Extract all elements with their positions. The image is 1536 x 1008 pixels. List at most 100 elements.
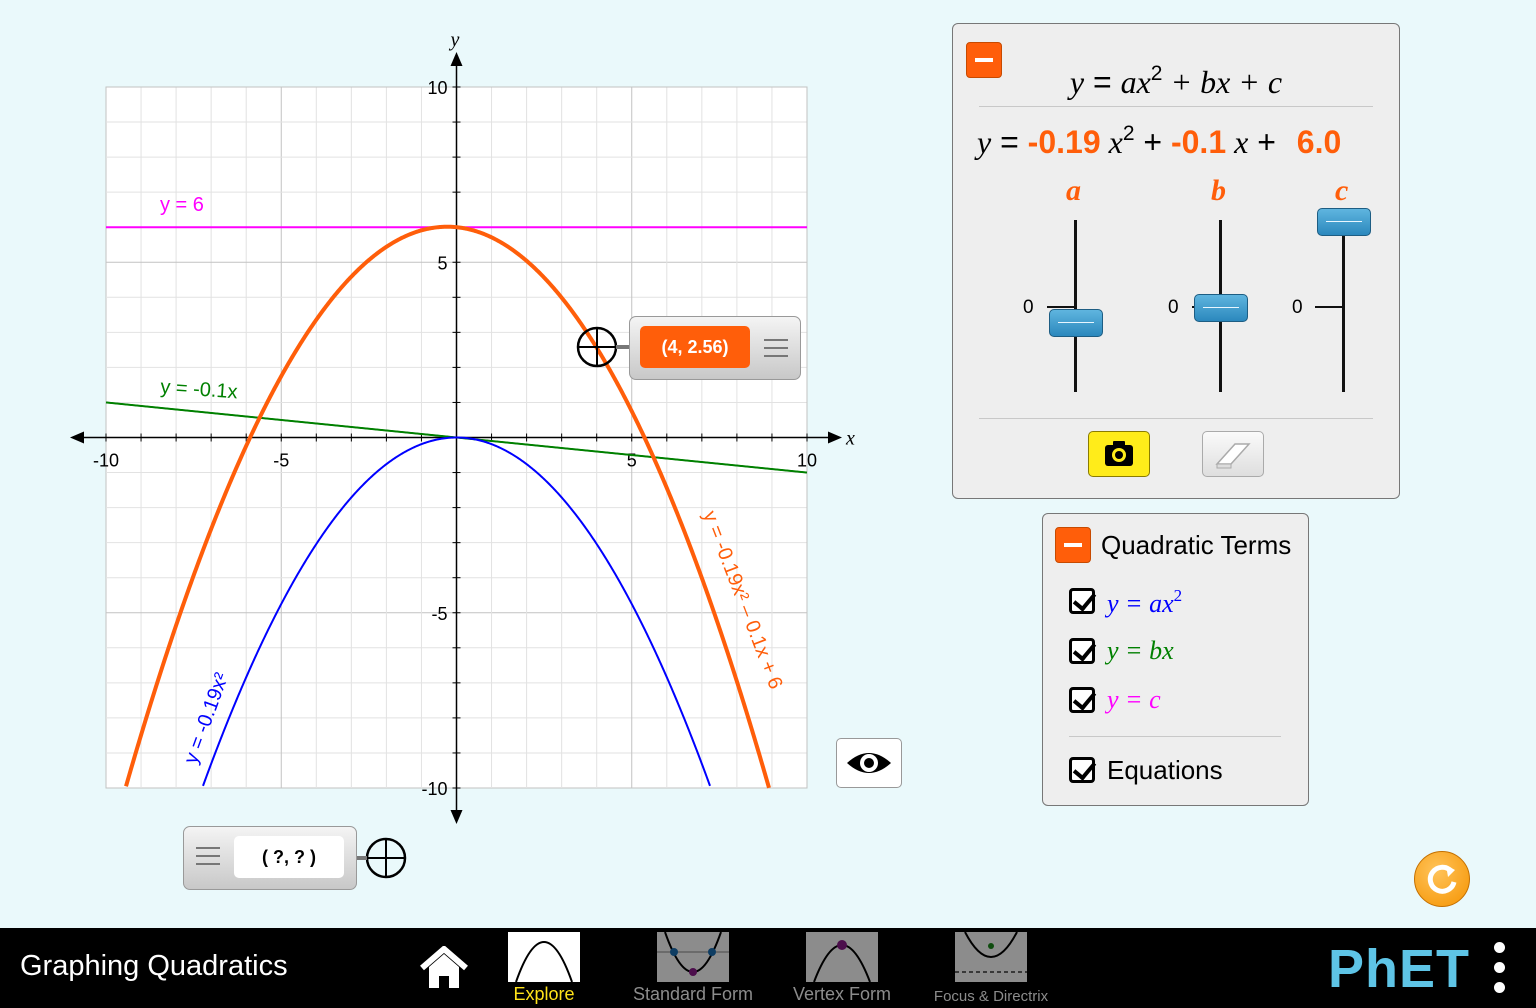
eye-toggle-button[interactable] (836, 738, 902, 788)
x-tick-label: 5 (627, 451, 637, 471)
grip-line (764, 339, 788, 341)
tab-explore-label: Explore (513, 984, 575, 1004)
point-tool-2-crosshair[interactable] (355, 837, 407, 879)
grip-line (764, 355, 788, 357)
y-axis-arrow-up (450, 52, 463, 66)
checkbox[interactable] (1069, 588, 1095, 614)
grip-line (196, 863, 220, 865)
point-tool-crosshair[interactable] (576, 326, 630, 368)
phet-logo[interactable]: PhET (1328, 939, 1471, 999)
tab-focus-directrix[interactable]: Focus & Directrix (916, 928, 1066, 1008)
slider-c-thumb[interactable] (1317, 208, 1371, 236)
eq-exp: 2 (1150, 62, 1163, 85)
slider-a-label: a (1066, 174, 1081, 207)
reset-icon (1427, 864, 1457, 894)
slider-b-thumb[interactable] (1194, 294, 1248, 322)
term-label-bx: y = bx (1107, 636, 1174, 665)
equation-panel: y = ax2 + bx + c y = -0.19 x2 + -0.1 x +… (952, 23, 1400, 499)
quadratic-term-curve (202, 436, 711, 787)
x-axis-arrow-right (828, 431, 842, 444)
curve-label-constant: y = 6 (160, 194, 204, 216)
grip-line (764, 347, 788, 349)
live-equals: = (991, 124, 1028, 160)
slider-a-zero-tick (1047, 306, 1075, 308)
tab-focus-directrix-label: Focus & Directrix (933, 988, 1049, 1005)
eye-icon (847, 753, 891, 773)
slider-a-zero-label: 0 (1023, 297, 1034, 318)
slider-a-thumb[interactable] (1049, 309, 1103, 337)
x-axis-arrow-left (70, 431, 84, 444)
checkbox[interactable] (1069, 687, 1095, 713)
live-exp: 2 (1122, 122, 1135, 145)
slider-c-zero-tick (1315, 306, 1343, 308)
slider-c-track[interactable] (1342, 220, 1345, 392)
curves (105, 224, 808, 789)
y-tick-label: -10 (421, 779, 447, 799)
reset-all-button[interactable] (1414, 851, 1470, 907)
slider-b-zero-label: 0 (1168, 297, 1179, 318)
menu-dot-icon (1494, 982, 1505, 993)
home-button[interactable] (418, 945, 470, 990)
quadratic-curve (124, 224, 771, 789)
live-c-value: 6.0 (1296, 124, 1342, 160)
phet-menu-button[interactable] (1494, 942, 1508, 994)
x-tick-label: -5 (273, 451, 289, 471)
equation-panel-collapse-button[interactable] (966, 42, 1002, 78)
explore-parabola-icon (508, 932, 580, 982)
live-x1: x (1100, 124, 1123, 160)
tab-explore[interactable]: Explore (469, 928, 619, 1008)
grip-line (196, 855, 220, 857)
live-y: y (977, 124, 992, 160)
point-tool-2-value: ( ?, ? ) (234, 836, 344, 878)
tab-vertex-form-label: Vertex Form (792, 984, 892, 1004)
live-x2: x (1226, 124, 1249, 160)
menu-dot-icon (1494, 962, 1505, 973)
live-b-value: -0.1 (1170, 124, 1227, 160)
live-plus1: + (1134, 124, 1171, 160)
slider-b-label: b (1211, 174, 1226, 207)
eraser-icon (1215, 443, 1251, 469)
eq-rest: + bx + c (1162, 64, 1283, 100)
checkbox[interactable] (1069, 757, 1095, 783)
tab-vertex-form[interactable]: Vertex Form (767, 928, 917, 1008)
tab-standard-form[interactable]: Standard Form (618, 928, 768, 1008)
live-equation: y = -0.19 x2 + -0.1 x + 6.0 (977, 122, 1341, 161)
y-axis-label: y (449, 29, 460, 51)
slider-c-label: c (1335, 174, 1349, 207)
divider (1069, 736, 1281, 737)
camera-icon (1105, 441, 1133, 466)
point-tool[interactable]: (4, 2.56) (629, 316, 801, 380)
menu-dot-icon (1494, 942, 1505, 953)
grip-line (196, 847, 220, 849)
erase-curves-button[interactable] (1202, 431, 1264, 477)
save-curve-button[interactable] (1088, 431, 1150, 477)
terms-panel-collapse-button[interactable] (1055, 527, 1091, 563)
home-icon (420, 945, 468, 988)
x-tick-label: -10 (93, 451, 119, 471)
checkbox[interactable] (1069, 638, 1095, 664)
tab-standard-form-label: Standard Form (632, 984, 754, 1004)
live-plus2: + (1248, 124, 1285, 160)
slider-a-track[interactable] (1074, 220, 1077, 392)
term-label-ax2: y = ax2 (1107, 586, 1183, 618)
x-axis-label: x (845, 428, 855, 450)
divider (979, 418, 1373, 419)
eq-ax: ax (1120, 64, 1151, 100)
point-tool-2[interactable]: ( ?, ? ) (183, 826, 357, 890)
divider (979, 106, 1373, 107)
vertex-form-icon (806, 932, 878, 982)
y-tick-label: 10 (427, 78, 447, 98)
eq-equals: = (1084, 64, 1121, 100)
y-tick-label: -5 (431, 604, 447, 624)
eq-y: y (1069, 64, 1085, 100)
point-tool-value: (4, 2.56) (640, 326, 750, 368)
focus-directrix-icon (955, 932, 1027, 982)
curve-label-linear: y = -0.1x (160, 376, 239, 403)
terms-panel-title: Quadratic Terms (1101, 530, 1292, 560)
live-a-value: -0.19 (1027, 124, 1101, 160)
standard-form-icon (657, 932, 729, 982)
term-label-c: y = c (1107, 685, 1161, 714)
navigation-bar: Graphing Quadratics Explore Standard For… (0, 928, 1536, 1008)
y-axis-arrow-down (450, 810, 463, 824)
